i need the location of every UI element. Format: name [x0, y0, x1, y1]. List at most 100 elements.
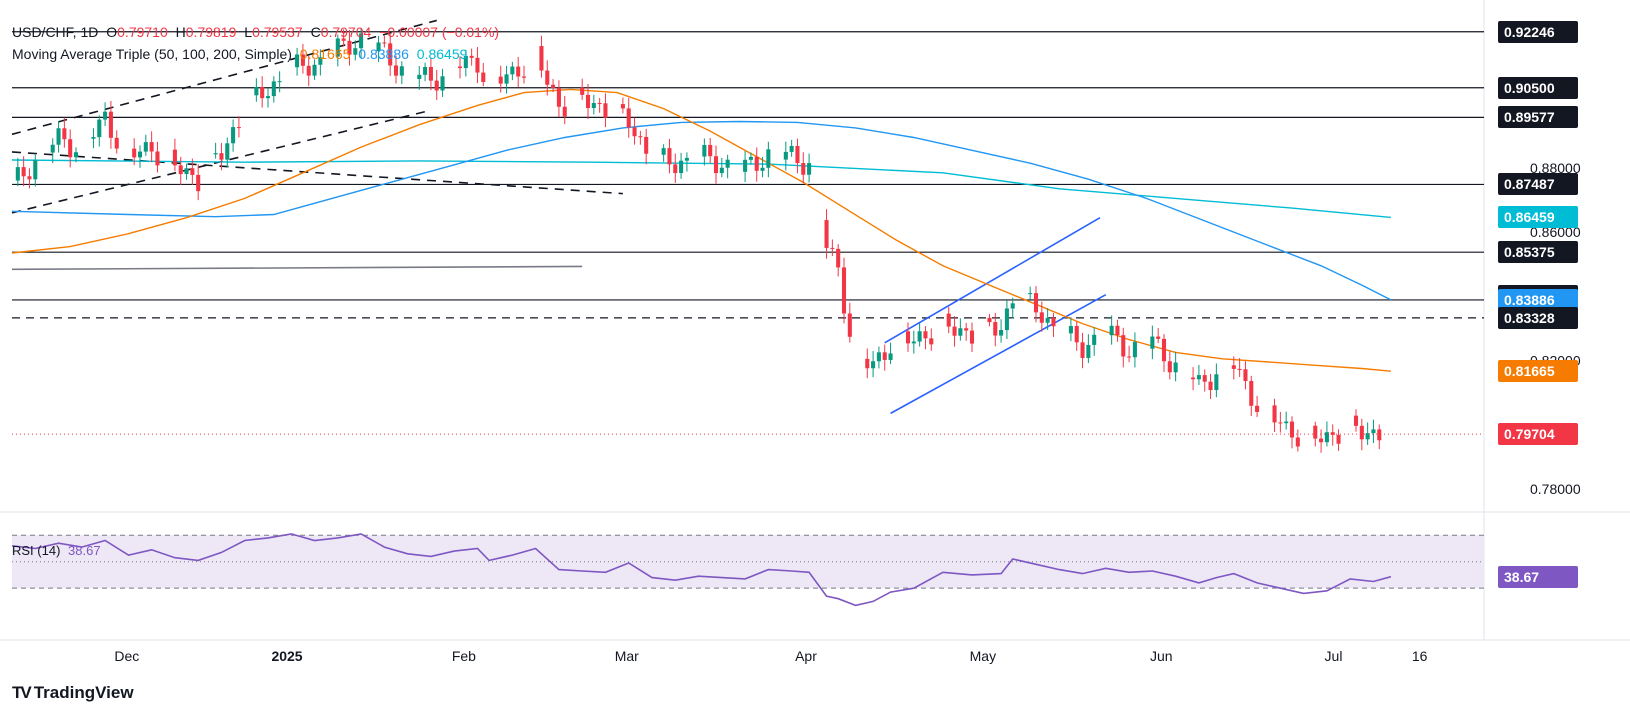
candle-body	[56, 128, 61, 145]
candle-body	[382, 42, 387, 44]
low-label: L	[244, 24, 253, 40]
candle-body	[888, 353, 893, 360]
candle-body	[789, 146, 794, 152]
candle-body	[1004, 308, 1009, 331]
candle-body	[987, 317, 992, 323]
candle-body	[1196, 375, 1201, 380]
candle-body	[865, 358, 870, 369]
candle-body	[708, 144, 713, 157]
candle-body	[638, 136, 643, 138]
candle-body	[1115, 325, 1120, 336]
candle-body	[260, 87, 265, 99]
candle-body	[795, 146, 800, 164]
candle-body	[1045, 317, 1050, 323]
candle-body	[277, 81, 282, 83]
candle-body	[783, 151, 788, 160]
price-tag: 0.81665	[1498, 360, 1578, 383]
candle-body	[1336, 434, 1341, 444]
candle-body	[457, 66, 463, 69]
candle-body	[917, 331, 922, 342]
candle-body	[580, 87, 585, 95]
candle-body	[952, 326, 957, 336]
candle-body	[1214, 374, 1219, 391]
change-value: −0.00007 (−0.01%)	[379, 24, 500, 40]
candle-body	[399, 66, 404, 76]
candle-body	[1121, 335, 1126, 357]
candle-body	[1051, 317, 1056, 327]
candle-body	[341, 38, 346, 41]
high-value: 0.79819	[185, 24, 237, 40]
candle-body	[1243, 369, 1248, 381]
candle-body	[21, 167, 26, 177]
candle-body	[295, 54, 300, 68]
symbol-label: USD/CHF, 1D	[12, 24, 99, 40]
candle-body	[97, 119, 102, 138]
candle-body	[393, 65, 399, 76]
candle-body	[1330, 432, 1335, 435]
price-tag: 0.92246	[1498, 20, 1578, 43]
candle-body	[760, 167, 765, 171]
tradingview-brand: TV TradingView	[12, 683, 134, 703]
candle-body	[1208, 381, 1213, 391]
candle-body	[1033, 293, 1039, 313]
rsi-label: RSI (14)	[12, 543, 61, 558]
ma100-line	[11, 120, 1392, 301]
brand-name: TradingView	[33, 683, 134, 702]
close-value: 0.79704	[320, 24, 372, 40]
candle-body	[684, 157, 689, 161]
candle-body	[1010, 303, 1015, 309]
candle-body	[562, 106, 567, 117]
candle-body	[882, 352, 887, 360]
candle-body	[50, 144, 55, 153]
candle-body	[836, 248, 841, 268]
candle-body	[225, 143, 230, 160]
ma200-value: 0.86459	[416, 46, 468, 62]
candle-body	[469, 55, 474, 58]
candle-body	[1359, 425, 1364, 440]
candle-body	[702, 144, 707, 157]
price-tag: 0.86459	[1498, 206, 1578, 229]
candle-body	[1167, 361, 1172, 373]
time-tick-label: 2025	[271, 648, 303, 664]
candle-body	[510, 66, 515, 75]
candle-body	[434, 80, 439, 91]
candle-body	[388, 43, 393, 66]
open-label: O	[106, 24, 118, 40]
price-tag: 0.83328	[1498, 306, 1578, 329]
candle-body	[516, 66, 521, 77]
candle-body	[993, 322, 998, 336]
candle-body	[1161, 338, 1167, 362]
candle-body	[376, 42, 381, 52]
close-label: C	[310, 24, 321, 40]
candle-body	[1191, 377, 1196, 380]
candle-body	[132, 148, 137, 158]
candle-body	[801, 163, 806, 175]
candle-body	[556, 87, 561, 107]
open-value: 0.79710	[117, 24, 168, 40]
price-tick-label: 0.88000	[1530, 160, 1581, 176]
candle-body	[1353, 415, 1359, 426]
candle-body	[911, 341, 916, 344]
candle-body	[841, 267, 847, 314]
candle-body	[254, 87, 259, 96]
price-tag: 0.83886	[1498, 288, 1578, 311]
time-tick-label: Mar	[614, 648, 639, 664]
candle-body	[1249, 380, 1254, 406]
candle-body	[632, 127, 637, 137]
ma100-value: 0.83886	[358, 46, 409, 62]
candle-body	[1319, 438, 1324, 443]
ohlc-legend: USD/CHF, 1D O0.79710 H0.79819 L0.79537 C…	[12, 24, 499, 40]
candle-body	[155, 151, 160, 166]
candle-body	[679, 160, 684, 174]
time-tick-label: Jul	[1324, 648, 1343, 664]
price-tick-label: 0.86000	[1530, 224, 1581, 240]
candle-body	[1173, 362, 1178, 373]
candle-body	[521, 76, 527, 78]
candle-body	[137, 151, 143, 158]
candle-body	[1202, 375, 1207, 382]
ma-label: Moving Average Triple (50, 100, 200, Sim…	[12, 46, 292, 62]
candle-body	[1074, 325, 1079, 343]
candle-body	[1028, 293, 1033, 295]
